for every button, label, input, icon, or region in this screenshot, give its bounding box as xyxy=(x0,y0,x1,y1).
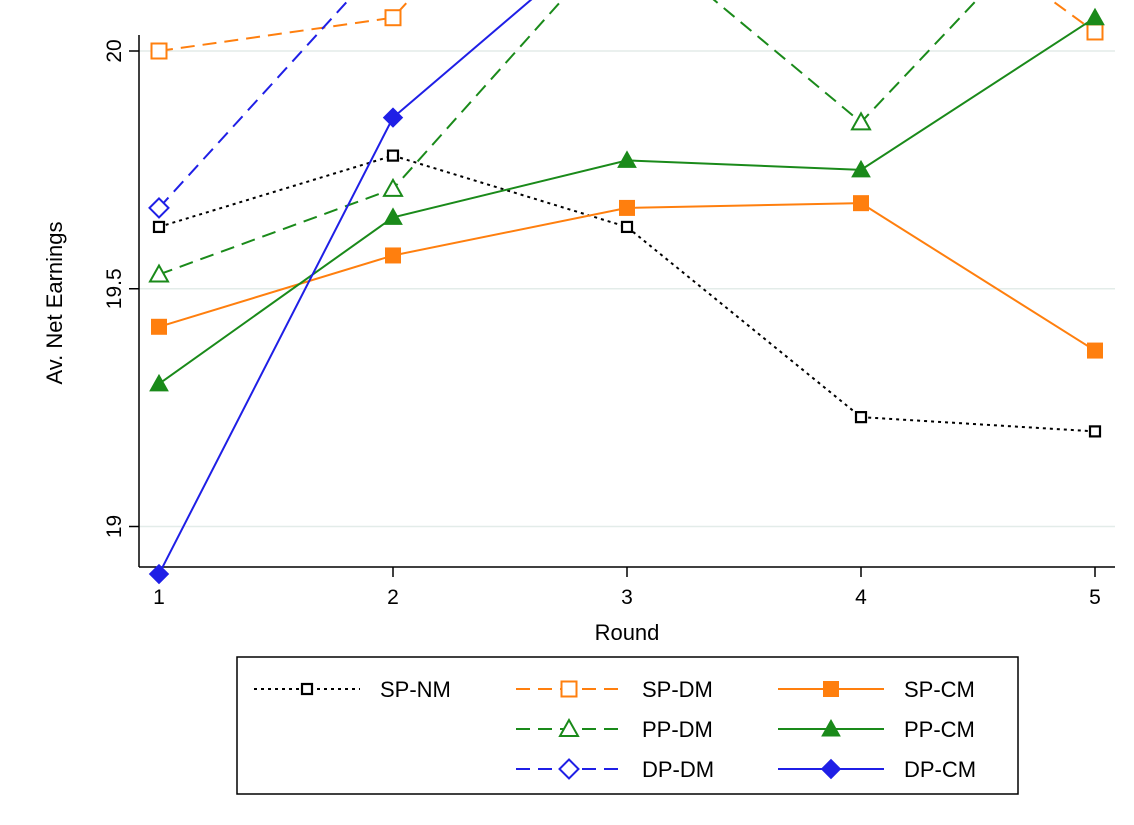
data-point-marker xyxy=(1085,7,1105,26)
series-pp-cm xyxy=(149,7,1105,392)
data-point-marker xyxy=(382,177,404,197)
legend-label: SP-DM xyxy=(642,677,713,702)
data-point-marker xyxy=(149,373,169,392)
data-point-marker xyxy=(850,111,872,131)
legend-label: PP-DM xyxy=(642,717,713,742)
legend-entry: SP-CM xyxy=(778,677,975,702)
legend: SP-NM SP-DM SP-CM PP-DM PP-CM DP-DM DP-CM xyxy=(236,656,1019,795)
legend-label: SP-NM xyxy=(380,677,451,702)
legend-label: SP-CM xyxy=(904,677,975,702)
data-point-marker xyxy=(385,247,401,264)
data-point-marker xyxy=(1087,342,1103,359)
legend-label: DP-DM xyxy=(642,757,714,782)
x-tick-label: 4 xyxy=(855,586,867,609)
data-point-marker xyxy=(853,195,869,212)
legend-entry: PP-DM xyxy=(516,717,713,742)
data-point-marker xyxy=(558,758,580,780)
legend-box xyxy=(236,656,1019,795)
data-point-marker xyxy=(617,150,637,168)
data-point-marker xyxy=(851,159,871,178)
data-point-marker xyxy=(823,681,839,697)
data-point-marker xyxy=(148,263,170,283)
data-point-marker xyxy=(560,680,578,698)
x-tick-label: 1 xyxy=(153,586,165,609)
series-sp-nm xyxy=(152,149,1102,438)
data-point-marker xyxy=(382,107,404,128)
y-tick-label: 19 xyxy=(103,515,126,538)
y-tick-label: 20 xyxy=(103,39,126,62)
legend-entry: DP-DM xyxy=(516,757,714,782)
series-line xyxy=(158,0,350,209)
data-point-marker xyxy=(1086,23,1104,41)
data-point-marker xyxy=(1088,425,1102,438)
data-point-marker xyxy=(821,718,841,737)
series-sp-cm xyxy=(151,195,1103,359)
legend-entry: PP-CM xyxy=(778,717,975,742)
data-point-marker xyxy=(300,682,314,696)
y-axis-title: Av. Net Earnings xyxy=(42,221,67,384)
legend-entry: SP-NM xyxy=(254,677,451,702)
series-line xyxy=(158,0,533,575)
data-point-marker xyxy=(383,207,403,225)
legend-entry: SP-DM xyxy=(516,677,713,702)
data-point-marker xyxy=(148,197,170,219)
series-line xyxy=(158,154,1096,433)
data-point-marker xyxy=(619,199,635,216)
data-point-marker xyxy=(384,9,402,27)
data-point-marker xyxy=(148,563,170,585)
data-point-marker xyxy=(386,149,400,162)
x-tick-label: 5 xyxy=(1089,586,1101,609)
series-line xyxy=(158,0,1096,52)
data-point-marker xyxy=(558,717,580,737)
data-point-marker xyxy=(820,758,842,780)
x-axis-title: Round xyxy=(595,620,660,645)
x-tick-label: 3 xyxy=(621,586,633,609)
data-point-marker xyxy=(620,220,634,234)
series-group xyxy=(148,0,1105,585)
legend-entry: DP-CM xyxy=(778,757,976,782)
y-tick-label: 19.5 xyxy=(103,268,126,309)
data-point-marker xyxy=(151,318,167,335)
data-point-marker xyxy=(150,42,168,60)
legend-label: DP-CM xyxy=(904,757,976,782)
series-dp-cm xyxy=(148,0,533,585)
x-tick-label: 2 xyxy=(387,586,399,609)
data-point-marker xyxy=(152,220,166,234)
series-sp-dm xyxy=(150,0,1104,60)
series-line xyxy=(158,0,979,276)
data-point-marker xyxy=(854,411,868,424)
legend-label: PP-CM xyxy=(904,717,975,742)
series-pp-dm xyxy=(148,0,979,283)
series-dp-dm xyxy=(148,0,350,219)
gridlines xyxy=(139,50,1115,528)
